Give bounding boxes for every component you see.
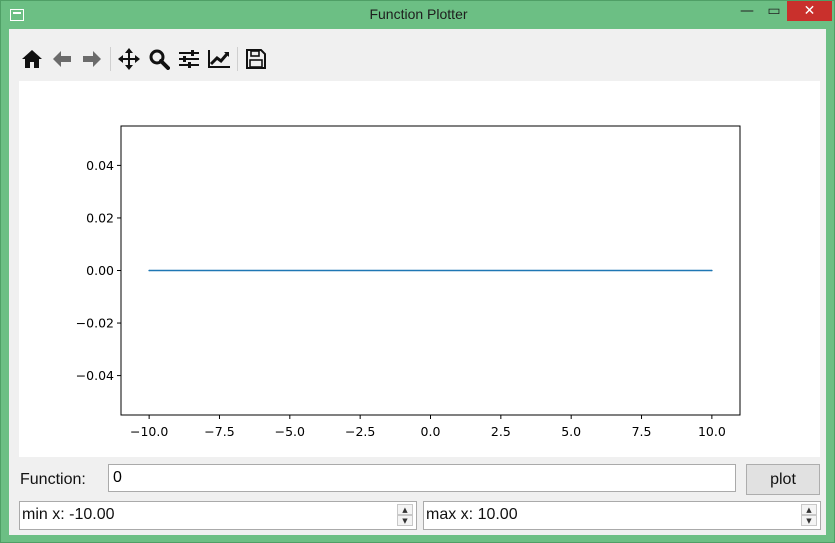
chart[interactable]: −10.0 −7.5 −5.0 −2.5 0.0 2.5 5.0 7.5 10.0 0.04 0.0… (19, 81, 820, 457)
home-button[interactable] (17, 44, 47, 74)
min-x-spinbox[interactable]: min x: -10.00 ▲ ▼ (19, 501, 417, 530)
x-tick-label: 7.5 (632, 424, 652, 439)
x-tick-label: 2.5 (491, 424, 511, 439)
minimize-button[interactable]: — (740, 3, 754, 19)
min-x-stepper[interactable]: ▲ ▼ (397, 504, 413, 527)
max-x-spinbox[interactable]: max x: 10.00 ▲ ▼ (423, 501, 821, 530)
edit-axis-button[interactable] (204, 44, 234, 74)
y-tick-label: 0.04 (86, 158, 114, 173)
forward-button[interactable] (77, 44, 107, 74)
app-icon (10, 9, 24, 21)
x-tick-label: −7.5 (204, 424, 234, 439)
max-x-value[interactable]: max x: 10.00 (426, 506, 518, 523)
close-button[interactable]: ✕ (787, 1, 832, 21)
data-point (148, 269, 150, 272)
edit-axis-icon (208, 50, 230, 68)
configure-subplots-button[interactable] (174, 44, 204, 74)
save-icon (246, 49, 266, 69)
function-input[interactable] (108, 464, 736, 492)
increment-icon[interactable]: ▲ (801, 504, 817, 515)
decrement-icon[interactable]: ▼ (801, 515, 817, 526)
y-tick-label: −0.04 (76, 368, 114, 383)
back-icon (53, 51, 71, 67)
y-tick-label: 0.00 (86, 263, 114, 278)
increment-icon[interactable]: ▲ (397, 504, 413, 515)
toolbar-separator (237, 47, 238, 71)
x-tick-label: −5.0 (275, 424, 305, 439)
data-point (711, 269, 713, 272)
plot-button[interactable]: plot (746, 464, 820, 495)
max-x-stepper[interactable]: ▲ ▼ (801, 504, 817, 527)
forward-icon (83, 51, 101, 67)
zoom-icon (149, 49, 170, 70)
pan-button[interactable] (114, 44, 144, 74)
toolbar-separator (110, 47, 111, 71)
x-tick-label: 5.0 (561, 424, 581, 439)
y-tick-label: −0.02 (76, 316, 114, 331)
main-content: −10.0 −7.5 −5.0 −2.5 0.0 2.5 5.0 7.5 10.0 0.04 0.0… (9, 29, 826, 535)
pan-icon (118, 48, 140, 70)
save-button[interactable] (241, 44, 271, 74)
navigation-toolbar (17, 43, 271, 75)
back-button[interactable] (47, 44, 77, 74)
decrement-icon[interactable]: ▼ (397, 515, 413, 526)
x-tick-label: −10.0 (130, 424, 168, 439)
x-tick-label: −2.5 (345, 424, 375, 439)
configure-subplots-icon (179, 50, 199, 68)
x-tick-label: 10.0 (698, 424, 726, 439)
y-tick-label: 0.02 (86, 210, 114, 225)
plot-canvas[interactable]: −10.0 −7.5 −5.0 −2.5 0.0 2.5 5.0 7.5 10.0 0.04 0.0… (19, 81, 820, 457)
home-icon (22, 50, 42, 68)
title-bar[interactable]: Function Plotter — ▭ ✕ (1, 1, 834, 29)
zoom-button[interactable] (144, 44, 174, 74)
min-x-value[interactable]: min x: -10.00 (22, 506, 115, 523)
function-label: Function: (20, 471, 86, 488)
maximize-button[interactable]: ▭ (767, 3, 781, 19)
x-tick-label: 0.0 (421, 424, 441, 439)
window-title: Function Plotter (369, 6, 468, 22)
